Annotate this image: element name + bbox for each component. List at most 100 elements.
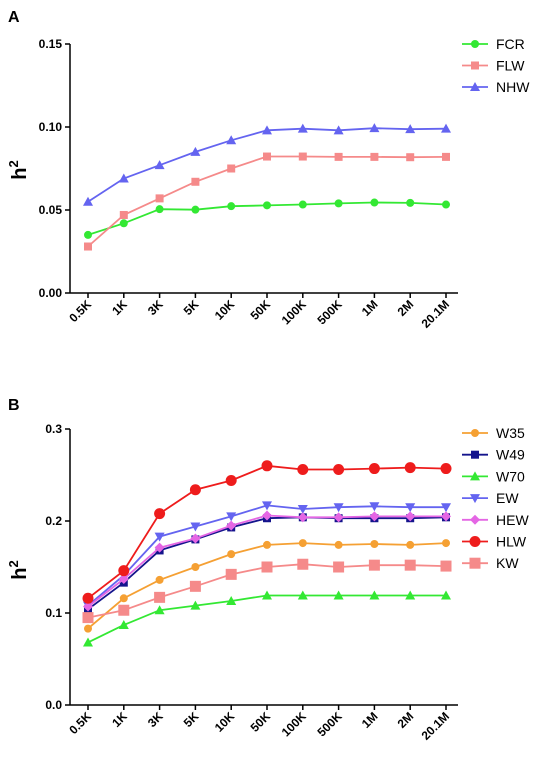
data-point-ew	[333, 503, 344, 513]
x-tick-label: 2M	[395, 709, 417, 731]
x-tick-label: 100K	[279, 297, 309, 327]
data-point-hew	[118, 573, 129, 584]
x-tick-label: 1M	[359, 709, 381, 731]
data-point-fcr	[406, 198, 415, 207]
series-line-w70	[87, 594, 446, 644]
data-point-ew	[297, 505, 308, 515]
legend-marker-fcr	[471, 40, 479, 48]
data-point-hlw	[368, 463, 380, 475]
data-point-hlw	[82, 592, 94, 604]
x-tick-label: 5K	[181, 709, 202, 730]
y-tick-label: 0.2	[45, 514, 62, 528]
data-point-nhw	[226, 135, 237, 145]
data-point-flw	[84, 242, 92, 251]
legend-label-fcr: FCR	[496, 36, 525, 52]
data-point-flw	[191, 177, 200, 186]
x-tick-label: 500K	[315, 709, 345, 739]
data-point-kw	[118, 604, 130, 616]
data-point-flw	[298, 152, 307, 161]
x-tick-label: 50K	[248, 297, 274, 323]
panel-letter-a: A	[8, 9, 20, 26]
data-point-kw	[333, 561, 345, 573]
legend-marker-flw	[471, 61, 479, 70]
data-point-w35	[442, 539, 450, 548]
data-point-w70	[262, 590, 272, 600]
data-point-fcr	[227, 202, 236, 211]
data-point-ew	[190, 522, 201, 532]
data-point-w35	[370, 540, 379, 548]
x-tick-label: 100K	[279, 709, 309, 739]
legend-marker-hew	[470, 514, 480, 525]
data-point-hew	[333, 512, 344, 523]
y-tick-label: 0.05	[39, 203, 63, 217]
y-axis-label-base: h	[9, 168, 31, 180]
data-point-w35	[298, 539, 307, 548]
data-point-hew	[83, 601, 93, 612]
x-tick-label: 500K	[315, 297, 345, 327]
y-tick-label: 0.00	[39, 286, 63, 300]
data-point-hew	[297, 512, 308, 523]
legend-label-kw: KW	[496, 555, 519, 571]
legend-marker-ew	[470, 494, 480, 504]
legend-label-hlw: HLW	[496, 534, 527, 550]
x-tick-label: 5K	[181, 297, 202, 318]
data-point-w70	[83, 637, 93, 647]
legend-label-nhw: NHW	[496, 79, 530, 95]
data-point-hlw	[154, 508, 166, 520]
x-tick-label: 1K	[109, 297, 130, 318]
data-point-ew	[369, 502, 380, 512]
data-point-nhw	[262, 125, 272, 135]
legend-label-ew: EW	[496, 490, 519, 506]
data-point-ew	[262, 501, 272, 511]
data-point-flw	[334, 152, 343, 161]
x-tick-label: 3K	[145, 297, 166, 318]
data-point-w70	[118, 619, 129, 629]
data-point-hlw	[404, 462, 416, 474]
data-point-w35	[119, 594, 128, 603]
legend-marker-w35	[471, 429, 479, 437]
x-tick-label: 50K	[248, 709, 274, 735]
legend-label-w70: W70	[496, 468, 525, 484]
legend-marker-hlw	[469, 536, 481, 547]
series-line-nhw	[87, 127, 447, 203]
y-axis-label-base: h	[9, 568, 31, 580]
data-point-w35	[155, 575, 164, 584]
legend-label-hew: HEW	[496, 512, 529, 528]
data-point-nhw	[297, 123, 308, 133]
data-point-hew	[441, 511, 451, 522]
panel-letter-b: B	[8, 397, 20, 414]
data-point-hew	[154, 542, 165, 553]
data-point-hew	[226, 520, 237, 531]
data-point-ew	[441, 503, 451, 513]
x-tick-label: 1M	[359, 297, 381, 319]
chart-panel-a: Ah2 0.00 0.05 0.10 0.15 0.5K 1K 3K 5K 10K 50K 100K 5…	[6, 9, 530, 331]
x-tick-label: 0.5K	[66, 709, 94, 737]
x-tick-label: 10K	[212, 709, 238, 735]
data-point-flw	[406, 153, 415, 162]
series-line-hlw	[87, 464, 447, 600]
data-point-flw	[370, 152, 379, 161]
x-tick-label: 2M	[395, 297, 417, 319]
data-point-w70	[369, 590, 380, 600]
data-point-kw	[368, 559, 380, 571]
data-point-hlw	[297, 463, 309, 475]
data-point-kw	[154, 591, 166, 603]
data-point-w35	[334, 540, 343, 549]
legend-marker-w49	[471, 450, 479, 459]
data-point-flw	[155, 194, 164, 203]
x-tick-label: 10K	[212, 297, 238, 323]
x-tick-label: 1K	[109, 709, 130, 730]
data-point-nhw	[369, 123, 380, 133]
data-point-hew	[262, 510, 272, 521]
chart-panel-b: Bh2 0.0 0.1 0.2 0.3 0.5K 1K 3K 5K 10K 50K 100K 500K 1…	[6, 397, 529, 743]
legend-label-flw: FLW	[496, 58, 525, 74]
legend-label-w49: W49	[496, 447, 525, 463]
data-point-fcr	[442, 200, 450, 209]
data-point-fcr	[263, 201, 271, 210]
legend-marker-kw	[469, 557, 481, 569]
data-point-ew	[226, 512, 237, 522]
y-tick-label: 0.15	[39, 37, 63, 51]
data-point-w70	[405, 590, 416, 600]
data-point-kw	[440, 560, 452, 572]
data-point-hlw	[225, 475, 237, 487]
